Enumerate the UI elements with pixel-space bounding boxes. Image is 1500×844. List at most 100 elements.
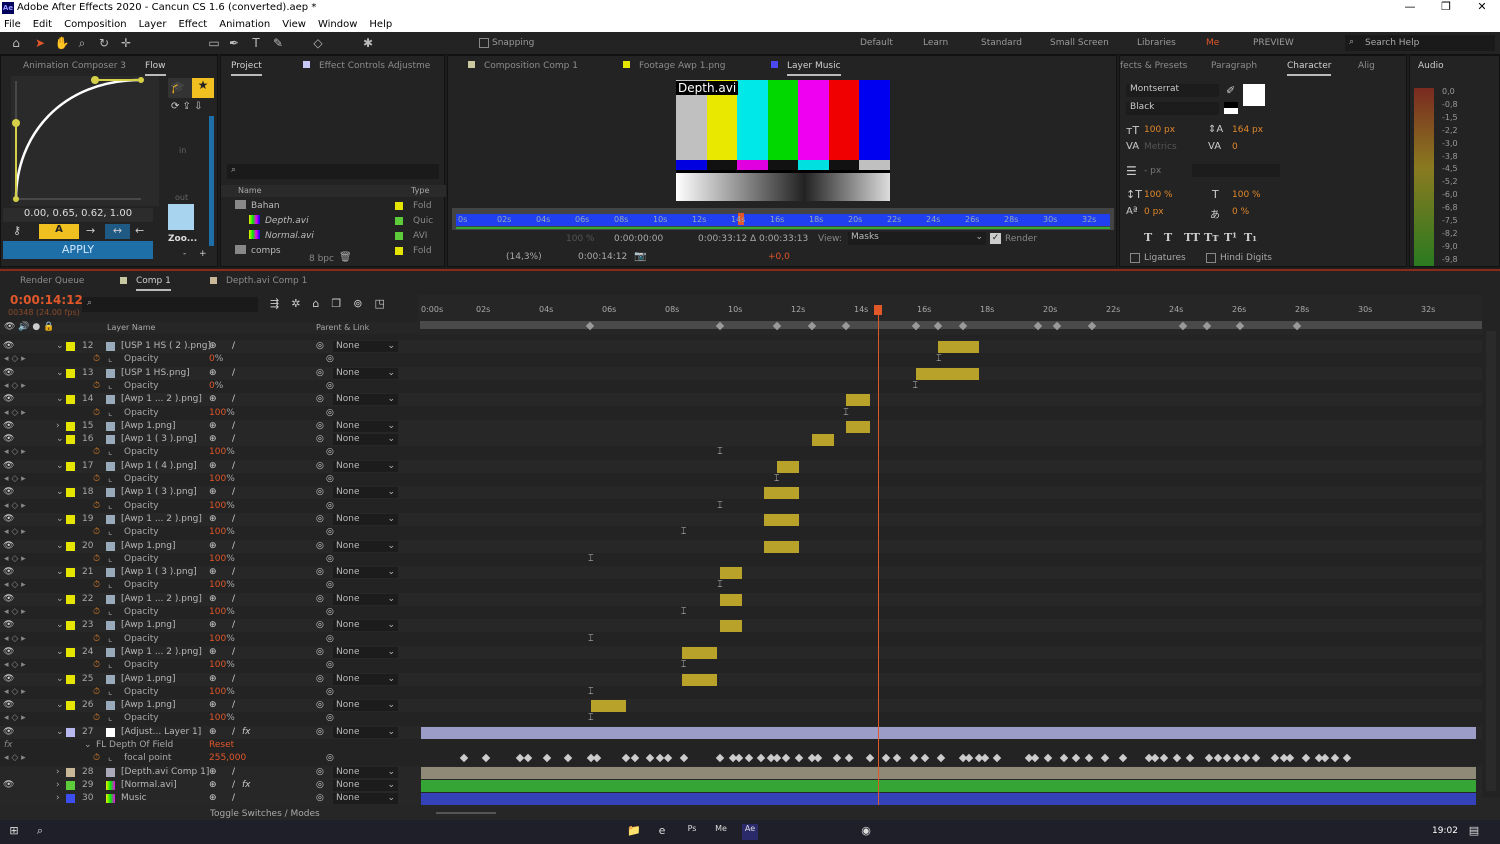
stopwatch-icon[interactable]: ⏱ xyxy=(93,447,101,458)
parent-dropdown[interactable]: None ⌄ xyxy=(333,513,398,525)
keyframe-navigator[interactable]: ◂ ◇ ▸ xyxy=(4,447,26,458)
layer-name[interactable]: [Awp 1.png] xyxy=(121,700,176,711)
focal-point-keyframe[interactable] xyxy=(1330,754,1339,763)
shy-switch-icon[interactable]: ⊕ xyxy=(209,434,217,445)
hand-tool-icon[interactable]: ✋ xyxy=(54,36,70,50)
menu-animation[interactable]: Animation xyxy=(219,18,271,30)
layer-duration-bar[interactable] xyxy=(776,460,799,473)
focal-point-keyframe[interactable] xyxy=(663,754,673,763)
layer-name[interactable]: [Adjust... Layer 1] xyxy=(121,726,202,737)
focal-point-keyframe[interactable] xyxy=(734,754,744,763)
chevron-down-icon[interactable]: ⌄ xyxy=(56,513,64,524)
minimize-button[interactable]: — xyxy=(1404,0,1416,13)
graph-icon[interactable]: ⌞ xyxy=(108,660,113,671)
focal-point-keyframe[interactable] xyxy=(964,754,974,763)
layer-duration-bar[interactable] xyxy=(682,673,718,686)
expression-pick-whip-icon[interactable]: ◎ xyxy=(326,500,334,511)
tab-footage[interactable]: Footage Awp 1.png xyxy=(639,61,726,71)
layer-name[interactable]: [Awp 1.png] xyxy=(121,540,176,551)
fx-switch-icon[interactable]: fx xyxy=(242,779,251,790)
menu-effect[interactable]: Effect xyxy=(178,18,208,30)
text-style-button[interactable]: T xyxy=(1144,231,1153,244)
focal-point-keyframe[interactable] xyxy=(459,754,468,763)
quality-switch-icon[interactable]: / xyxy=(232,394,236,405)
property-row[interactable]: ◂ ◇ ▸ ⏱ ⌞ Opacity 100% ◎ ⌶ xyxy=(0,406,1482,420)
column-parent[interactable]: Parent & Link xyxy=(316,323,370,332)
label-color[interactable] xyxy=(66,421,75,431)
taskbar-ae-icon[interactable]: Ae xyxy=(742,824,758,840)
stopwatch-icon[interactable]: ⏱ xyxy=(93,633,101,644)
out-time[interactable]: 0:00:33:12 xyxy=(698,234,748,244)
graph-icon[interactable]: ⌞ xyxy=(108,380,113,391)
quality-switch-icon[interactable]: / xyxy=(232,620,236,631)
chevron-down-icon[interactable]: ⌄ xyxy=(56,487,64,498)
layer-name[interactable]: [Awp 1 ... 2 ).png] xyxy=(121,394,202,405)
visibility-eye-icon[interactable]: 👁 xyxy=(3,673,15,684)
pick-whip-icon[interactable]: ◎ xyxy=(316,726,324,737)
stroke-style-dropdown[interactable] xyxy=(1192,164,1280,177)
menu-help[interactable]: Help xyxy=(369,18,393,30)
layer-duration-bar[interactable] xyxy=(421,726,1477,739)
keyframe-navigator[interactable]: ◂ ◇ ▸ xyxy=(4,474,26,484)
chevron-right-icon[interactable]: › xyxy=(56,766,60,777)
text-style-button[interactable]: T₁ xyxy=(1244,231,1258,244)
stopwatch-icon[interactable]: ⏱ xyxy=(93,354,101,365)
stopwatch-icon[interactable]: ⏱ xyxy=(93,527,101,538)
shy-switch-icon[interactable]: ⊕ xyxy=(209,420,217,431)
fx-switch-icon[interactable]: fx xyxy=(242,726,251,737)
column-type[interactable]: Type xyxy=(411,186,430,195)
shy-switch-icon[interactable]: ⊕ xyxy=(209,766,217,777)
opacity-keyframe[interactable]: ⌶ xyxy=(588,553,594,564)
focal-point-keyframe[interactable] xyxy=(980,754,990,763)
layer-duration-bar[interactable] xyxy=(764,540,799,553)
ligatures-checkbox[interactable] xyxy=(1130,253,1140,263)
property-row[interactable]: ◂ ◇ ▸ ⏱ ⌞ Opacity 100% ◎ ⌶ xyxy=(0,473,1482,486)
keyframe-navigator[interactable]: ◂ ◇ ▸ xyxy=(4,527,26,538)
stopwatch-icon[interactable]: ⏱ xyxy=(93,500,101,511)
pick-whip-icon[interactable]: ◎ xyxy=(316,766,324,777)
pick-whip-icon[interactable]: ◎ xyxy=(316,567,324,578)
expression-pick-whip-icon[interactable]: ◎ xyxy=(326,686,334,697)
table-row[interactable]: 👁 › 29 [Normal.avi] ⊕ / fx ◎ None ⌄ xyxy=(0,778,1482,792)
keyframe-navigator[interactable]: ◂ ◇ ▸ xyxy=(4,660,26,671)
focal-point-keyframe[interactable] xyxy=(1031,754,1040,763)
opacity-keyframe[interactable]: ⌶ xyxy=(717,580,723,591)
focal-point-keyframe[interactable] xyxy=(515,754,525,763)
opacity-keyframe[interactable]: ⌶ xyxy=(681,660,687,671)
favorites-star-icon[interactable]: ★ xyxy=(192,78,214,98)
shy-switch-icon[interactable]: ⊕ xyxy=(209,540,217,551)
parent-dropdown[interactable]: None ⌄ xyxy=(333,341,398,352)
shy-switch-icon[interactable]: ⊕ xyxy=(209,341,217,351)
stopwatch-icon[interactable]: ⏱ xyxy=(93,380,101,391)
layer-name[interactable]: [Awp 1 ( 4 ).png] xyxy=(121,460,197,471)
property-value[interactable]: 100% xyxy=(209,580,235,590)
graph-icon[interactable]: ⌞ xyxy=(108,580,113,591)
focal-point-keyframe[interactable] xyxy=(1160,754,1169,763)
label-color[interactable] xyxy=(66,674,75,684)
focal-point-keyframe[interactable] xyxy=(1172,754,1182,763)
trash-icon[interactable]: 🗑 xyxy=(339,252,352,263)
layer-name[interactable]: [Awp 1.png] xyxy=(121,673,176,684)
chevron-right-icon[interactable]: › xyxy=(56,420,60,431)
search-icon[interactable]: ⌕ xyxy=(36,824,44,837)
keyframe-navigator[interactable]: ◂ ◇ ▸ xyxy=(4,500,26,511)
expression-pick-whip-icon[interactable]: ◎ xyxy=(326,407,334,418)
opacity-keyframe[interactable]: ⌶ xyxy=(588,633,594,644)
property-row[interactable]: ◂ ◇ ▸ ⏱ ⌞ Opacity 100% ◎ ⌶ xyxy=(0,446,1482,460)
graph-icon[interactable]: ⌞ xyxy=(108,407,113,418)
selection-tool-icon[interactable]: ➤ xyxy=(34,36,46,50)
focal-point-keyframe[interactable] xyxy=(881,754,891,763)
layer-name[interactable]: [Awp 1.png] xyxy=(121,620,176,631)
effect-reset-button[interactable]: Reset xyxy=(209,740,235,750)
rotate-tool-icon[interactable]: ↻ xyxy=(98,36,110,50)
pick-whip-icon[interactable]: ◎ xyxy=(316,420,324,431)
pen-tool-icon[interactable]: ✒ xyxy=(228,36,240,50)
viewer-current-time[interactable]: 0:00:14:12 xyxy=(578,252,628,262)
column-layer-name[interactable]: Layer Name xyxy=(107,323,156,332)
chevron-right-icon[interactable]: › xyxy=(56,779,60,790)
property-value[interactable]: 100% xyxy=(209,447,235,457)
refresh-icon[interactable]: ⟳ ⇪ ⇩ xyxy=(171,101,203,112)
focal-point-keyframe[interactable] xyxy=(909,754,918,763)
property-row[interactable]: ◂ ◇ ▸ ⏱ ⌞ focal point 255,000 ◎ xyxy=(0,752,1482,766)
graph-icon[interactable]: ⌞ xyxy=(108,500,113,511)
